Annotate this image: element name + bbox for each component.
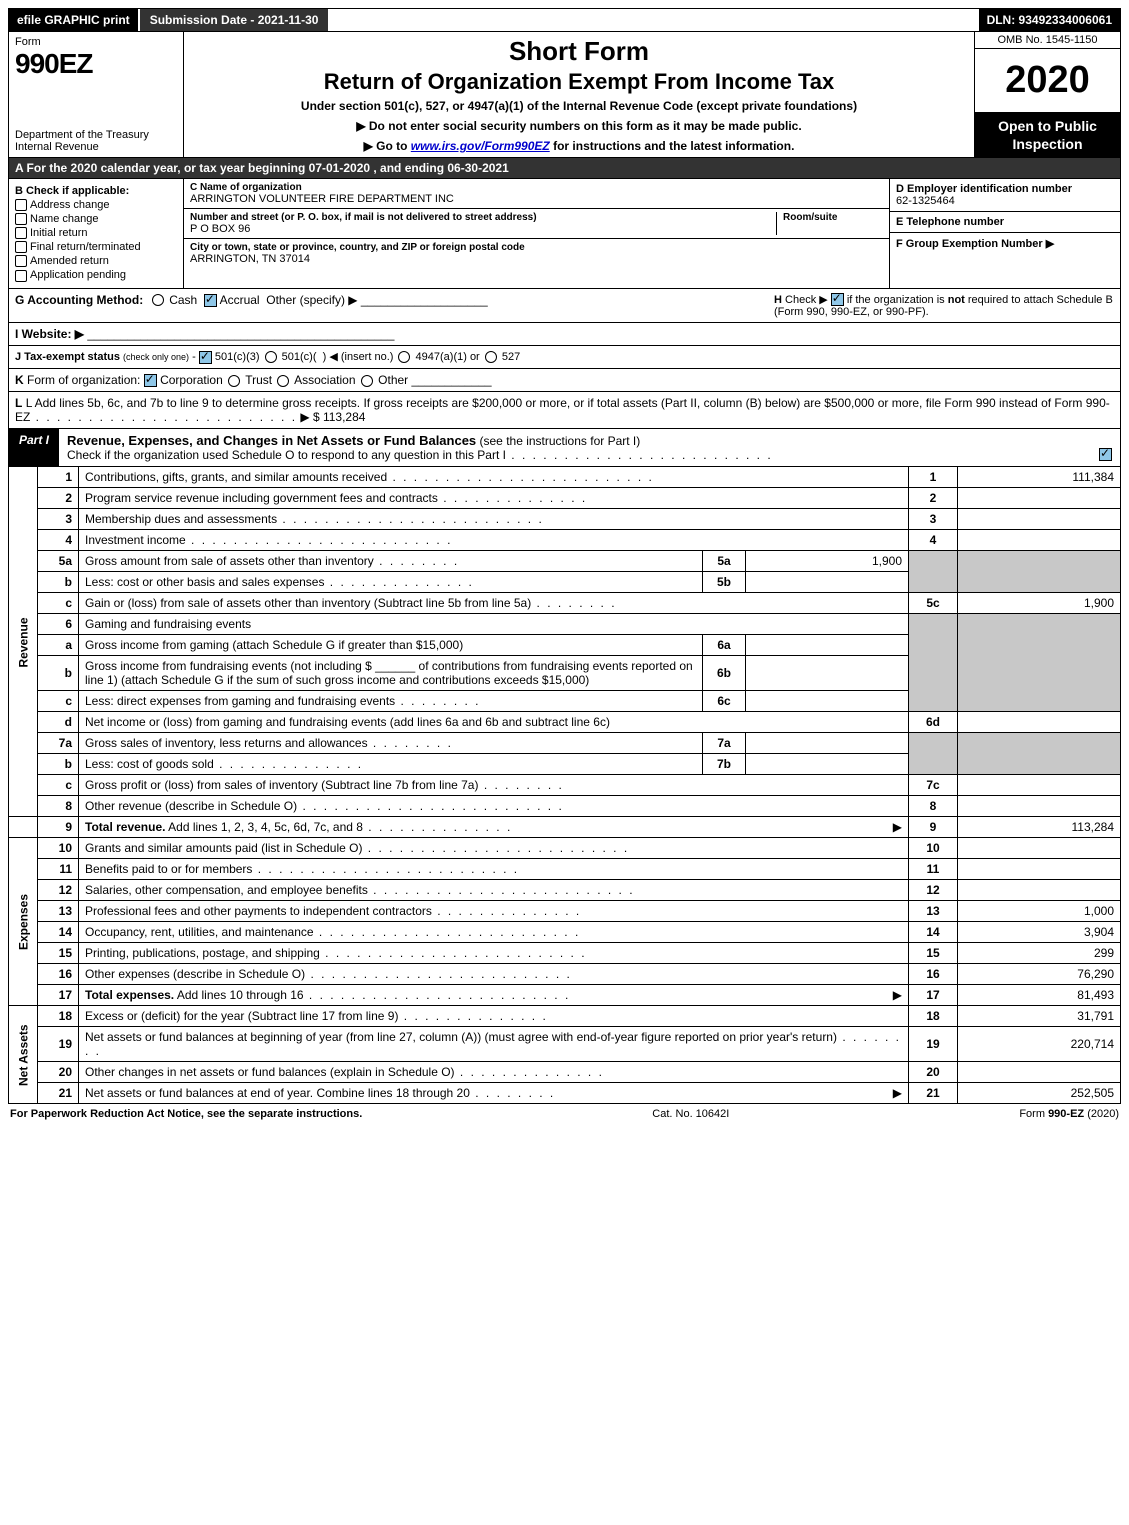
form-header: Form 990EZ Department of the Treasury In…	[8, 32, 1121, 158]
box-b-title: B Check if applicable:	[15, 185, 177, 197]
part1-table: Revenue 1 Contributions, gifts, grants, …	[8, 467, 1121, 1104]
short-form-title: Short Form	[192, 36, 966, 67]
ein-label: D Employer identification number	[896, 183, 1114, 195]
efile-print-button[interactable]: efile GRAPHIC print	[9, 9, 138, 31]
chk-4947[interactable]	[398, 351, 410, 363]
amt-5a: 1,900	[746, 551, 909, 572]
addr-label: Number and street (or P. O. box, if mail…	[190, 212, 776, 223]
dln: DLN: 93492334006061	[979, 9, 1120, 31]
box-b: B Check if applicable: Address change Na…	[9, 179, 184, 288]
chk-corp[interactable]	[144, 374, 157, 387]
tax-year: 2020	[975, 49, 1120, 113]
form-ref: Form 990-EZ (2020)	[1019, 1108, 1119, 1120]
line-l-amount: ▶ $ 113,284	[300, 410, 365, 424]
chk-other-org[interactable]	[361, 375, 373, 387]
omb-number: OMB No. 1545-1150	[975, 32, 1120, 49]
ein-value: 62-1325464	[896, 195, 1114, 207]
phone-label: E Telephone number	[896, 216, 1114, 228]
line-g-h: G Accounting Method: Cash Accrual Other …	[8, 289, 1121, 324]
line-g-label: G Accounting Method:	[15, 293, 143, 307]
cat-no: Cat. No. 10642I	[652, 1108, 729, 1120]
part1-note: (see the instructions for Part I)	[480, 434, 641, 448]
line-h: H Check ▶ if the organization is not req…	[774, 293, 1114, 319]
goto-line: ▶ Go to www.irs.gov/Form990EZ for instru…	[192, 139, 966, 153]
ssn-warning: ▶ Do not enter social security numbers o…	[192, 119, 966, 133]
line-k: K Form of organization: Corporation Trus…	[8, 369, 1121, 392]
amt-1: 111,384	[958, 467, 1121, 488]
tax-period: A For the 2020 calendar year, or tax yea…	[8, 158, 1121, 179]
chk-address-change[interactable]	[15, 199, 27, 211]
chk-final-return[interactable]	[15, 241, 27, 253]
form-number: 990EZ	[15, 48, 177, 80]
part1-tag: Part I	[9, 429, 59, 466]
top-bar: efile GRAPHIC print Submission Date - 20…	[8, 8, 1121, 32]
submission-date: Submission Date - 2021-11-30	[138, 9, 329, 31]
org-name: ARRINGTON VOLUNTEER FIRE DEPARTMENT INC	[190, 193, 883, 205]
chk-527[interactable]	[485, 351, 497, 363]
room-label: Room/suite	[783, 212, 883, 223]
box-c: C Name of organization ARRINGTON VOLUNTE…	[184, 179, 890, 288]
chk-pending[interactable]	[15, 270, 27, 282]
amt-15: 299	[958, 943, 1121, 964]
under-section: Under section 501(c), 527, or 4947(a)(1)…	[192, 99, 966, 113]
chk-initial-return[interactable]	[15, 227, 27, 239]
part1-header: Part I Revenue, Expenses, and Changes in…	[8, 429, 1121, 467]
amt-9: 113,284	[958, 817, 1121, 838]
amt-13: 1,000	[958, 901, 1121, 922]
page-footer: For Paperwork Reduction Act Notice, see …	[8, 1104, 1121, 1120]
open-public: Open to Public Inspection	[975, 113, 1120, 157]
return-title: Return of Organization Exempt From Incom…	[192, 69, 966, 95]
amt-14: 3,904	[958, 922, 1121, 943]
amt-19: 220,714	[958, 1027, 1121, 1062]
irs-link[interactable]: www.irs.gov/Form990EZ	[411, 139, 550, 153]
radio-cash[interactable]	[152, 294, 164, 306]
amt-18: 31,791	[958, 1006, 1121, 1027]
amt-21: 252,505	[958, 1083, 1121, 1104]
box-def: D Employer identification number 62-1325…	[890, 179, 1120, 288]
entity-section: B Check if applicable: Address change Na…	[8, 179, 1121, 289]
irs: Internal Revenue	[15, 141, 177, 153]
form-label: Form	[15, 36, 177, 48]
chk-name-change[interactable]	[15, 213, 27, 225]
revenue-label: Revenue	[9, 467, 38, 817]
chk-amended[interactable]	[15, 255, 27, 267]
line-i: I Website: ▶ ___________________________…	[8, 323, 1121, 346]
part1-title: Revenue, Expenses, and Changes in Net As…	[67, 433, 476, 448]
city-label: City or town, state or province, country…	[190, 242, 883, 253]
department: Department of the Treasury	[15, 129, 177, 141]
org-city: ARRINGTON, TN 37014	[190, 253, 883, 265]
expenses-label: Expenses	[9, 838, 38, 1006]
amt-5c: 1,900	[958, 593, 1121, 614]
chk-501c3[interactable]	[199, 351, 212, 364]
org-address: P O BOX 96	[190, 223, 776, 235]
chk-sched-b-not-required[interactable]	[831, 293, 844, 306]
amt-16: 76,290	[958, 964, 1121, 985]
chk-trust[interactable]	[228, 375, 240, 387]
chk-sched-o-part1[interactable]	[1099, 448, 1112, 461]
netassets-label: Net Assets	[9, 1006, 38, 1104]
part1-check-note: Check if the organization used Schedule …	[67, 448, 506, 462]
amt-17: 81,493	[958, 985, 1121, 1006]
line-j: J Tax-exempt status (check only one) - 5…	[8, 346, 1121, 369]
group-exempt-label: F Group Exemption Number ▶	[896, 237, 1114, 250]
org-name-label: C Name of organization	[190, 182, 883, 193]
chk-501c[interactable]	[265, 351, 277, 363]
chk-assoc[interactable]	[277, 375, 289, 387]
radio-accrual[interactable]	[204, 294, 217, 307]
line-l: L L Add lines 5b, 6c, and 7b to line 9 t…	[8, 392, 1121, 429]
paperwork-notice: For Paperwork Reduction Act Notice, see …	[10, 1108, 362, 1120]
